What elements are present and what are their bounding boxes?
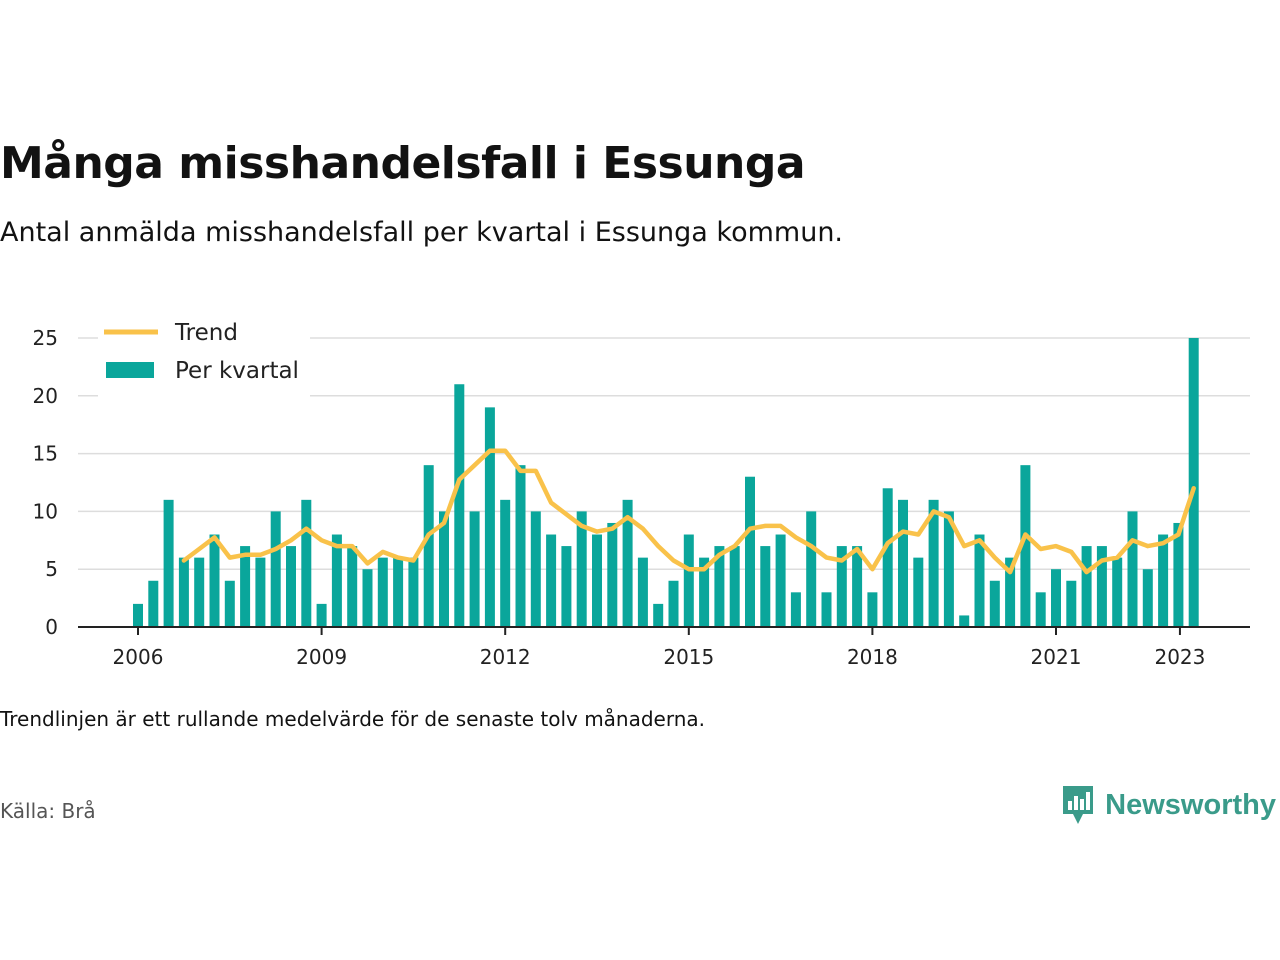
bar <box>989 580 1000 627</box>
bar <box>500 499 511 627</box>
bar <box>561 546 572 627</box>
y-tick-label: 25 <box>33 326 58 350</box>
bar <box>821 592 832 627</box>
bar <box>209 534 220 627</box>
newsworthy-logo-icon <box>1063 786 1094 824</box>
footnote: Trendlinjen är ett rullande medelvärde f… <box>0 707 706 731</box>
bar <box>882 488 893 627</box>
legend-trend-label: Trend <box>174 320 238 346</box>
y-tick-label: 0 <box>45 615 58 639</box>
bar <box>255 557 266 627</box>
y-tick-label: 20 <box>33 384 58 408</box>
bar <box>1020 465 1031 627</box>
bar <box>270 511 281 627</box>
bar <box>286 546 296 627</box>
bar <box>1158 534 1169 627</box>
bar <box>163 499 174 627</box>
bar <box>1112 557 1123 627</box>
bar-series-per-kvartal <box>133 338 1199 627</box>
chart-subtitle: Antal anmälda misshandelsfall per kvarta… <box>0 217 844 248</box>
bar <box>867 592 878 627</box>
bar <box>1051 569 1061 627</box>
bar <box>790 592 801 627</box>
bar <box>454 384 465 627</box>
bar <box>943 511 954 627</box>
bar <box>331 534 342 627</box>
bar-chart: 0 5 10 15 20 25 2006 2009 2012 2015 2018 2021 2023 T… <box>33 320 1250 669</box>
chart-title: Många misshandelsfall i Essunga <box>0 138 806 189</box>
x-tick-label: 2009 <box>296 645 347 669</box>
bar <box>714 546 725 627</box>
bar <box>194 557 205 627</box>
bar <box>515 465 526 627</box>
legend-bar-label: Per kvartal <box>175 358 299 384</box>
trend-line <box>181 448 1196 575</box>
bar <box>347 546 358 627</box>
bar <box>484 407 495 627</box>
x-tick-label: 2015 <box>663 645 714 669</box>
y-tick-label: 5 <box>45 557 58 581</box>
bar <box>1005 557 1016 627</box>
bar <box>1142 569 1153 627</box>
bar <box>637 557 648 627</box>
bar <box>836 546 847 627</box>
trend-series <box>181 448 1196 575</box>
bar <box>729 546 740 627</box>
bar <box>622 499 633 627</box>
bar <box>240 546 251 627</box>
bar <box>1066 580 1077 627</box>
bar <box>959 615 970 627</box>
bar <box>393 557 404 627</box>
bar <box>607 522 618 627</box>
bar <box>1035 592 1046 627</box>
bar <box>898 499 908 627</box>
bar <box>178 557 189 627</box>
x-tick-label: 2021 <box>1031 645 1082 669</box>
bar <box>1188 338 1199 627</box>
bar <box>576 511 587 627</box>
bar <box>377 557 388 627</box>
bar <box>1127 511 1138 627</box>
bar <box>653 603 664 627</box>
bar <box>1096 546 1107 627</box>
bar <box>301 499 312 627</box>
bar <box>530 511 541 627</box>
y-tick-label: 10 <box>33 499 58 523</box>
legend: Trend Per kvartal <box>98 320 310 420</box>
bar <box>148 580 159 627</box>
x-tick-label: 2006 <box>113 645 164 669</box>
bar <box>1173 522 1184 627</box>
bar <box>362 569 373 627</box>
bar <box>423 465 434 627</box>
brand-name: Newsworthy <box>1105 788 1276 821</box>
bar <box>913 557 924 627</box>
bar <box>775 534 786 627</box>
bar <box>546 534 557 627</box>
bar <box>852 546 863 627</box>
bar <box>928 499 939 627</box>
bar <box>224 580 235 627</box>
x-tick-label: 2023 <box>1154 645 1205 669</box>
bar <box>683 534 694 627</box>
bar <box>745 476 755 627</box>
bar <box>316 603 327 627</box>
bar <box>806 511 817 627</box>
bar <box>408 557 419 627</box>
y-tick-label: 15 <box>33 442 58 466</box>
bar <box>469 511 480 627</box>
bar <box>592 534 602 627</box>
newsworthy-brand: Newsworthy <box>1061 784 1276 826</box>
x-tick-label: 2018 <box>847 645 898 669</box>
axes: 0 5 10 15 20 25 2006 2009 2012 2015 2018 2021 2023 <box>33 326 1250 669</box>
bar <box>668 580 679 627</box>
bar <box>1081 546 1092 627</box>
bar <box>699 557 710 627</box>
bar <box>760 546 771 627</box>
bar <box>133 603 143 627</box>
bar <box>974 534 985 627</box>
x-tick-label: 2012 <box>480 645 531 669</box>
legend-bar-swatch <box>106 362 154 378</box>
bar <box>439 511 449 627</box>
source-credit: Källa: Brå <box>0 799 96 823</box>
